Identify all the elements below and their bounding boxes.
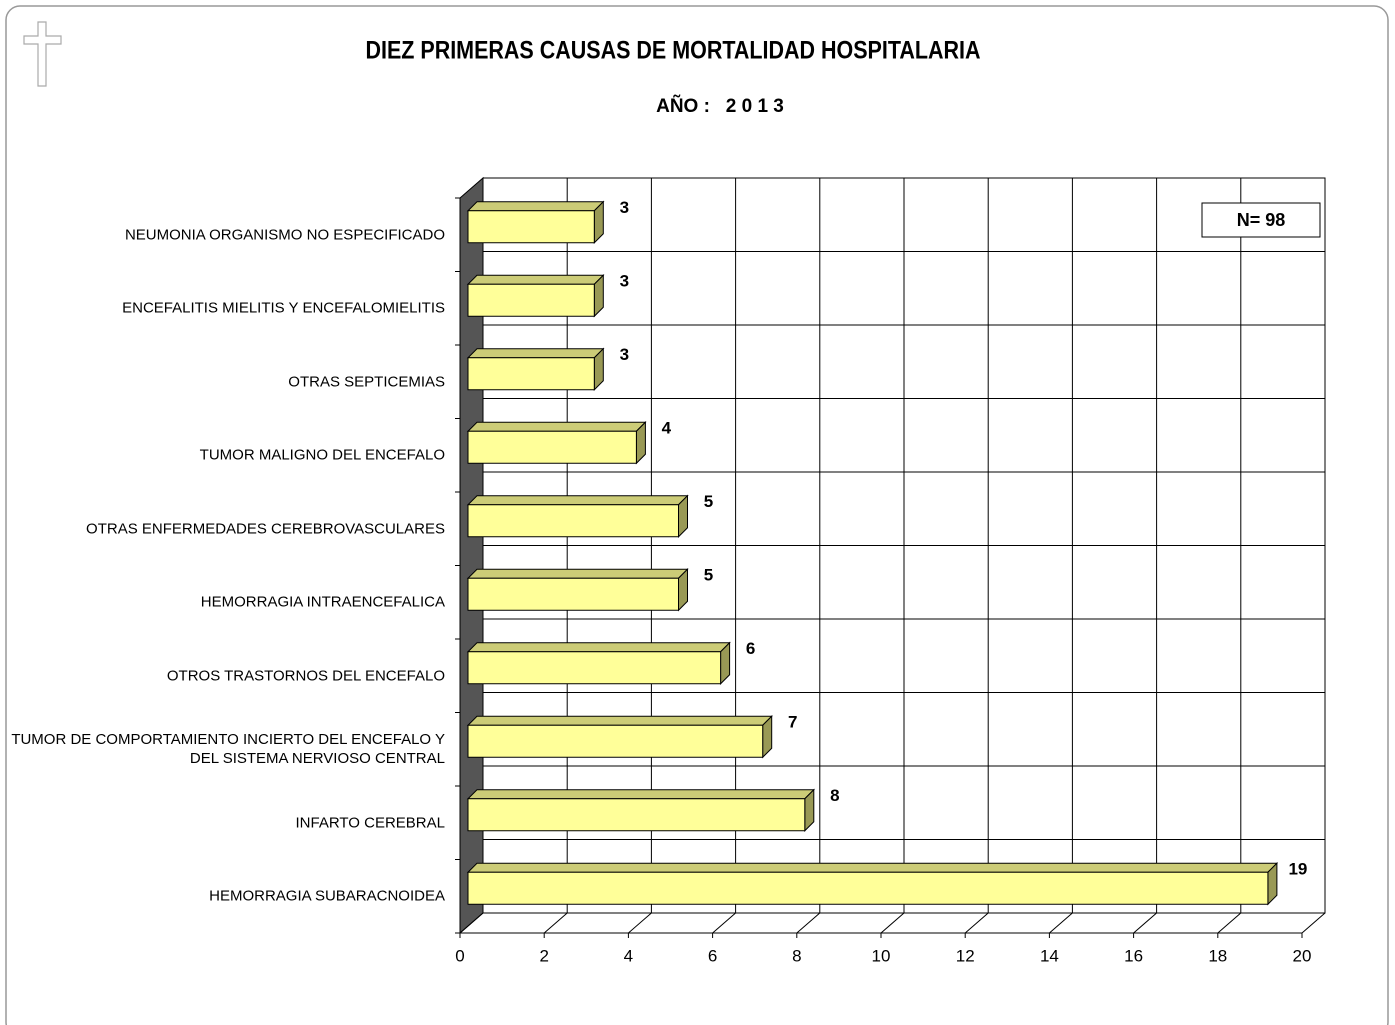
category-label: NEUMONIA ORGANISMO NO ESPECIFICADO bbox=[124, 226, 445, 244]
bar-top bbox=[466, 568, 689, 579]
x-tick-label: 10 bbox=[872, 946, 891, 965]
value-label: 8 bbox=[830, 786, 839, 805]
bar-top bbox=[466, 715, 773, 726]
x-tick-label: 16 bbox=[1124, 946, 1143, 965]
bar bbox=[467, 724, 764, 758]
value-label: 4 bbox=[662, 419, 672, 438]
plot: 0 2 4 6 8 10 12 14 16 18 20 3 3 3 4 5 5 6 7 8 19 bbox=[455, 176, 1326, 965]
annotation: N= 98 bbox=[1237, 210, 1286, 230]
x-tick-label: 14 bbox=[1040, 946, 1059, 965]
value-label: 3 bbox=[620, 345, 629, 364]
bar bbox=[467, 577, 679, 611]
value-label: 19 bbox=[1288, 860, 1307, 879]
floor-grid-line bbox=[1049, 912, 1073, 934]
bar bbox=[467, 504, 679, 538]
cross-icon bbox=[23, 21, 62, 87]
x-tick-label: 2 bbox=[539, 946, 548, 965]
bar bbox=[467, 210, 595, 244]
floor-grid-line bbox=[712, 912, 736, 934]
x-tick-label: 4 bbox=[624, 946, 633, 965]
category-label: OTRAS SEPTICEMIAS bbox=[288, 373, 445, 391]
bar bbox=[467, 871, 1269, 905]
value-label: 3 bbox=[620, 272, 629, 291]
annotation-box bbox=[1201, 202, 1321, 238]
bar-top bbox=[466, 862, 1279, 873]
category-label: TUMOR MALIGNO DEL ENCEFALO bbox=[199, 446, 445, 464]
floor-grid-line bbox=[628, 912, 652, 934]
value-label: 7 bbox=[788, 713, 797, 732]
floor-grid-line bbox=[1133, 912, 1157, 934]
category-label: ENCEFALITIS MIELITIS Y ENCEFALOMIELITIS bbox=[122, 299, 445, 317]
x-tick-label: 18 bbox=[1208, 946, 1227, 965]
chart-subtitle: AÑO : 2 0 1 3 bbox=[656, 95, 784, 117]
x-tick-label: 12 bbox=[956, 946, 975, 965]
category-label: OTRAS ENFERMEDADES CEREBROVASCULARES bbox=[86, 520, 445, 538]
bar bbox=[467, 357, 595, 391]
x-tick-label: 20 bbox=[1293, 946, 1312, 965]
x-tick-label: 6 bbox=[708, 946, 717, 965]
value-label: 5 bbox=[704, 492, 713, 511]
x-tick-label: 0 bbox=[455, 946, 464, 965]
bar bbox=[467, 283, 595, 317]
value-label: 6 bbox=[746, 639, 755, 658]
value-label: 3 bbox=[620, 198, 629, 217]
bar-top bbox=[466, 348, 605, 359]
bar-top bbox=[466, 495, 689, 506]
chart-title: DIEZ PRIMERAS CAUSAS DE MORTALIDAD HOSPI… bbox=[365, 36, 980, 64]
floor-grid-line bbox=[880, 912, 905, 934]
frame bbox=[5, 5, 1389, 1025]
category-label: OTROS TRASTORNOS DEL ENCEFALO bbox=[166, 667, 445, 685]
bar-top bbox=[466, 274, 605, 285]
value-label: 5 bbox=[704, 566, 713, 585]
floor-grid-line bbox=[543, 912, 568, 934]
category-label: INFARTO CEREBRAL bbox=[295, 814, 446, 832]
floor-grid-line bbox=[796, 912, 821, 934]
floor-grid-line bbox=[459, 912, 484, 934]
category-label: HEMORRAGIA SUBARACNOIDEA bbox=[209, 887, 445, 905]
bar-top bbox=[466, 642, 731, 653]
bar bbox=[467, 798, 806, 832]
floor-grid-line bbox=[964, 912, 989, 934]
category-label: HEMORRAGIA INTRAENCEFALICA bbox=[200, 593, 445, 611]
bar-top bbox=[466, 789, 816, 800]
floor-grid-line bbox=[1301, 912, 1326, 934]
bar-top bbox=[466, 421, 647, 432]
floor-grid-line bbox=[1217, 912, 1242, 934]
category-label: TUMOR DE COMPORTAMIENTO INCIERTO DEL ENC… bbox=[11, 731, 445, 768]
bar bbox=[467, 430, 637, 464]
bar bbox=[467, 651, 722, 685]
x-tick-label: 8 bbox=[792, 946, 801, 965]
bar-top bbox=[466, 201, 605, 212]
